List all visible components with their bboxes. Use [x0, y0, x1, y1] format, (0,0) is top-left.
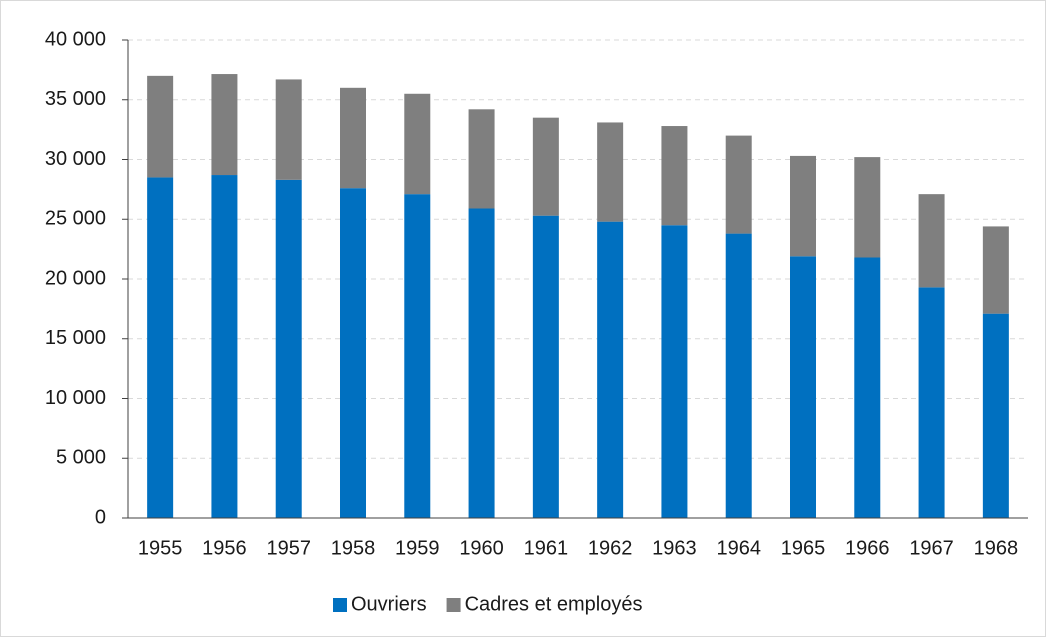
bar-segment: [661, 126, 688, 226]
bar-segment: [854, 257, 881, 518]
y-tick-label: 35 000: [45, 88, 106, 110]
y-tick-label: 20 000: [45, 267, 106, 289]
legend-label: Ouvriers: [351, 593, 427, 615]
bar-segment: [790, 155, 816, 257]
legend-swatch: [333, 598, 347, 612]
bar-segment: [275, 79, 302, 180]
bar-segment: [211, 175, 238, 518]
bar-segment: [147, 75, 174, 178]
bar-segment: [597, 221, 624, 518]
bar-segment: [982, 226, 1009, 314]
x-tick-label: 1964: [716, 537, 761, 559]
y-tick-label: 5 000: [56, 447, 106, 469]
bar-segment: [404, 194, 431, 518]
x-tick-label: 1955: [138, 537, 183, 559]
bar-segment: [661, 225, 688, 518]
x-tick-label: 1959: [395, 537, 440, 559]
x-tick-label: 1968: [974, 537, 1019, 559]
bar-segment: [725, 135, 752, 234]
bar-segment: [854, 157, 881, 258]
bar-segment: [597, 122, 624, 222]
x-tick-label: 1960: [459, 537, 504, 559]
bar-segment: [918, 194, 945, 288]
bar-segment: [725, 233, 752, 518]
legend-swatch: [446, 598, 461, 612]
bar-segment: [404, 93, 431, 195]
bar-segment: [532, 117, 559, 216]
x-tick-label: 1958: [331, 537, 376, 559]
y-tick-label: 15 000: [45, 327, 106, 349]
bar-segment: [147, 177, 174, 519]
bar-segment: [275, 179, 302, 518]
x-tick-label: 1957: [266, 537, 311, 559]
y-tick-label: 30 000: [45, 148, 106, 170]
y-tick-label: 25 000: [45, 208, 106, 230]
bar-segment: [468, 208, 495, 518]
x-tick-label: 1961: [524, 537, 569, 559]
bar-segment: [340, 188, 366, 518]
bar-segment: [468, 109, 495, 209]
bar-segment: [340, 87, 366, 189]
bar-segment: [918, 287, 945, 518]
y-tick-label: 0: [95, 506, 106, 528]
x-tick-label: 1966: [845, 537, 890, 559]
x-tick-label: 1962: [588, 537, 633, 559]
x-tick-label: 1965: [781, 537, 826, 559]
bar-segment: [211, 74, 238, 176]
legend-label: Cadres et employés: [465, 593, 643, 615]
bar-segment: [532, 215, 559, 519]
y-tick-label: 40 000: [45, 28, 106, 50]
x-tick-label: 1967: [909, 537, 954, 559]
x-tick-label: 1956: [202, 537, 247, 559]
bar-segment: [790, 256, 816, 518]
x-tick-label: 1963: [652, 537, 697, 559]
bar-segment: [982, 313, 1009, 518]
y-tick-label: 10 000: [45, 387, 106, 409]
